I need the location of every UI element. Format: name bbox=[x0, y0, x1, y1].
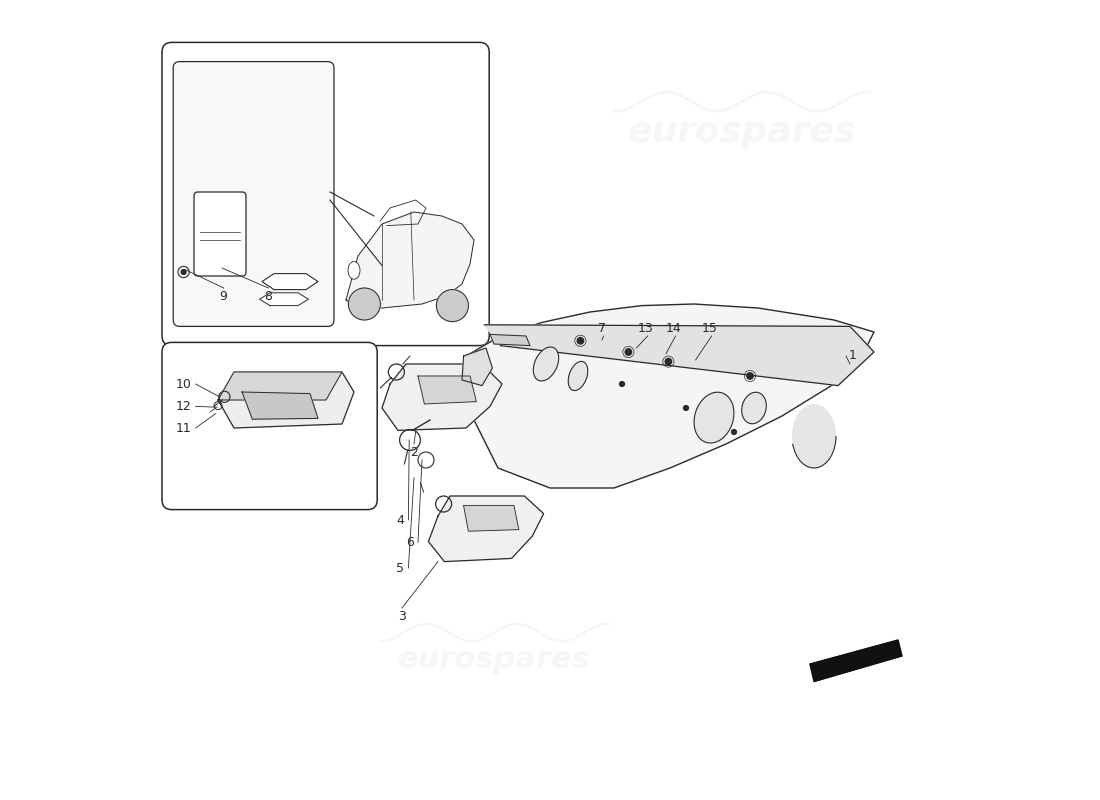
Polygon shape bbox=[490, 334, 530, 346]
Polygon shape bbox=[810, 640, 902, 682]
Text: 4: 4 bbox=[396, 514, 405, 526]
Polygon shape bbox=[462, 304, 874, 488]
Text: 12: 12 bbox=[176, 400, 191, 413]
Text: 1: 1 bbox=[848, 350, 856, 362]
Text: 13: 13 bbox=[638, 322, 653, 334]
Polygon shape bbox=[484, 325, 874, 386]
Circle shape bbox=[411, 470, 425, 482]
Polygon shape bbox=[242, 392, 318, 419]
Circle shape bbox=[182, 270, 186, 274]
FancyBboxPatch shape bbox=[194, 192, 246, 276]
Polygon shape bbox=[463, 506, 519, 531]
Polygon shape bbox=[428, 496, 543, 562]
Text: 9: 9 bbox=[220, 290, 228, 302]
Text: 2: 2 bbox=[410, 446, 418, 458]
Circle shape bbox=[349, 288, 381, 320]
Polygon shape bbox=[462, 348, 493, 386]
Text: 6: 6 bbox=[406, 536, 414, 549]
FancyBboxPatch shape bbox=[162, 42, 490, 346]
Text: 7: 7 bbox=[598, 322, 606, 334]
Polygon shape bbox=[418, 376, 476, 404]
Ellipse shape bbox=[694, 392, 734, 443]
Circle shape bbox=[747, 373, 754, 379]
Polygon shape bbox=[260, 293, 308, 306]
FancyBboxPatch shape bbox=[173, 62, 334, 326]
Text: 5: 5 bbox=[396, 562, 405, 574]
Circle shape bbox=[683, 406, 689, 410]
Circle shape bbox=[422, 456, 430, 464]
Text: 14: 14 bbox=[667, 322, 682, 334]
Ellipse shape bbox=[569, 362, 587, 390]
Polygon shape bbox=[382, 364, 502, 430]
Circle shape bbox=[732, 430, 736, 434]
Text: 10: 10 bbox=[176, 378, 191, 390]
Polygon shape bbox=[218, 372, 342, 400]
FancyBboxPatch shape bbox=[162, 342, 377, 510]
Circle shape bbox=[437, 290, 469, 322]
Text: 3: 3 bbox=[398, 610, 406, 622]
Ellipse shape bbox=[534, 347, 559, 381]
Polygon shape bbox=[346, 212, 474, 308]
Circle shape bbox=[619, 382, 625, 386]
Circle shape bbox=[666, 358, 672, 365]
Text: eurospares: eurospares bbox=[628, 115, 856, 149]
Ellipse shape bbox=[792, 404, 836, 468]
Text: 15: 15 bbox=[702, 322, 718, 334]
Text: 8: 8 bbox=[264, 290, 273, 302]
Polygon shape bbox=[218, 372, 354, 428]
Circle shape bbox=[625, 349, 631, 355]
Circle shape bbox=[578, 338, 584, 344]
Text: 11: 11 bbox=[176, 422, 191, 434]
Text: eurospares: eurospares bbox=[397, 646, 591, 674]
Ellipse shape bbox=[741, 392, 767, 424]
Ellipse shape bbox=[348, 262, 360, 279]
Polygon shape bbox=[262, 274, 318, 290]
